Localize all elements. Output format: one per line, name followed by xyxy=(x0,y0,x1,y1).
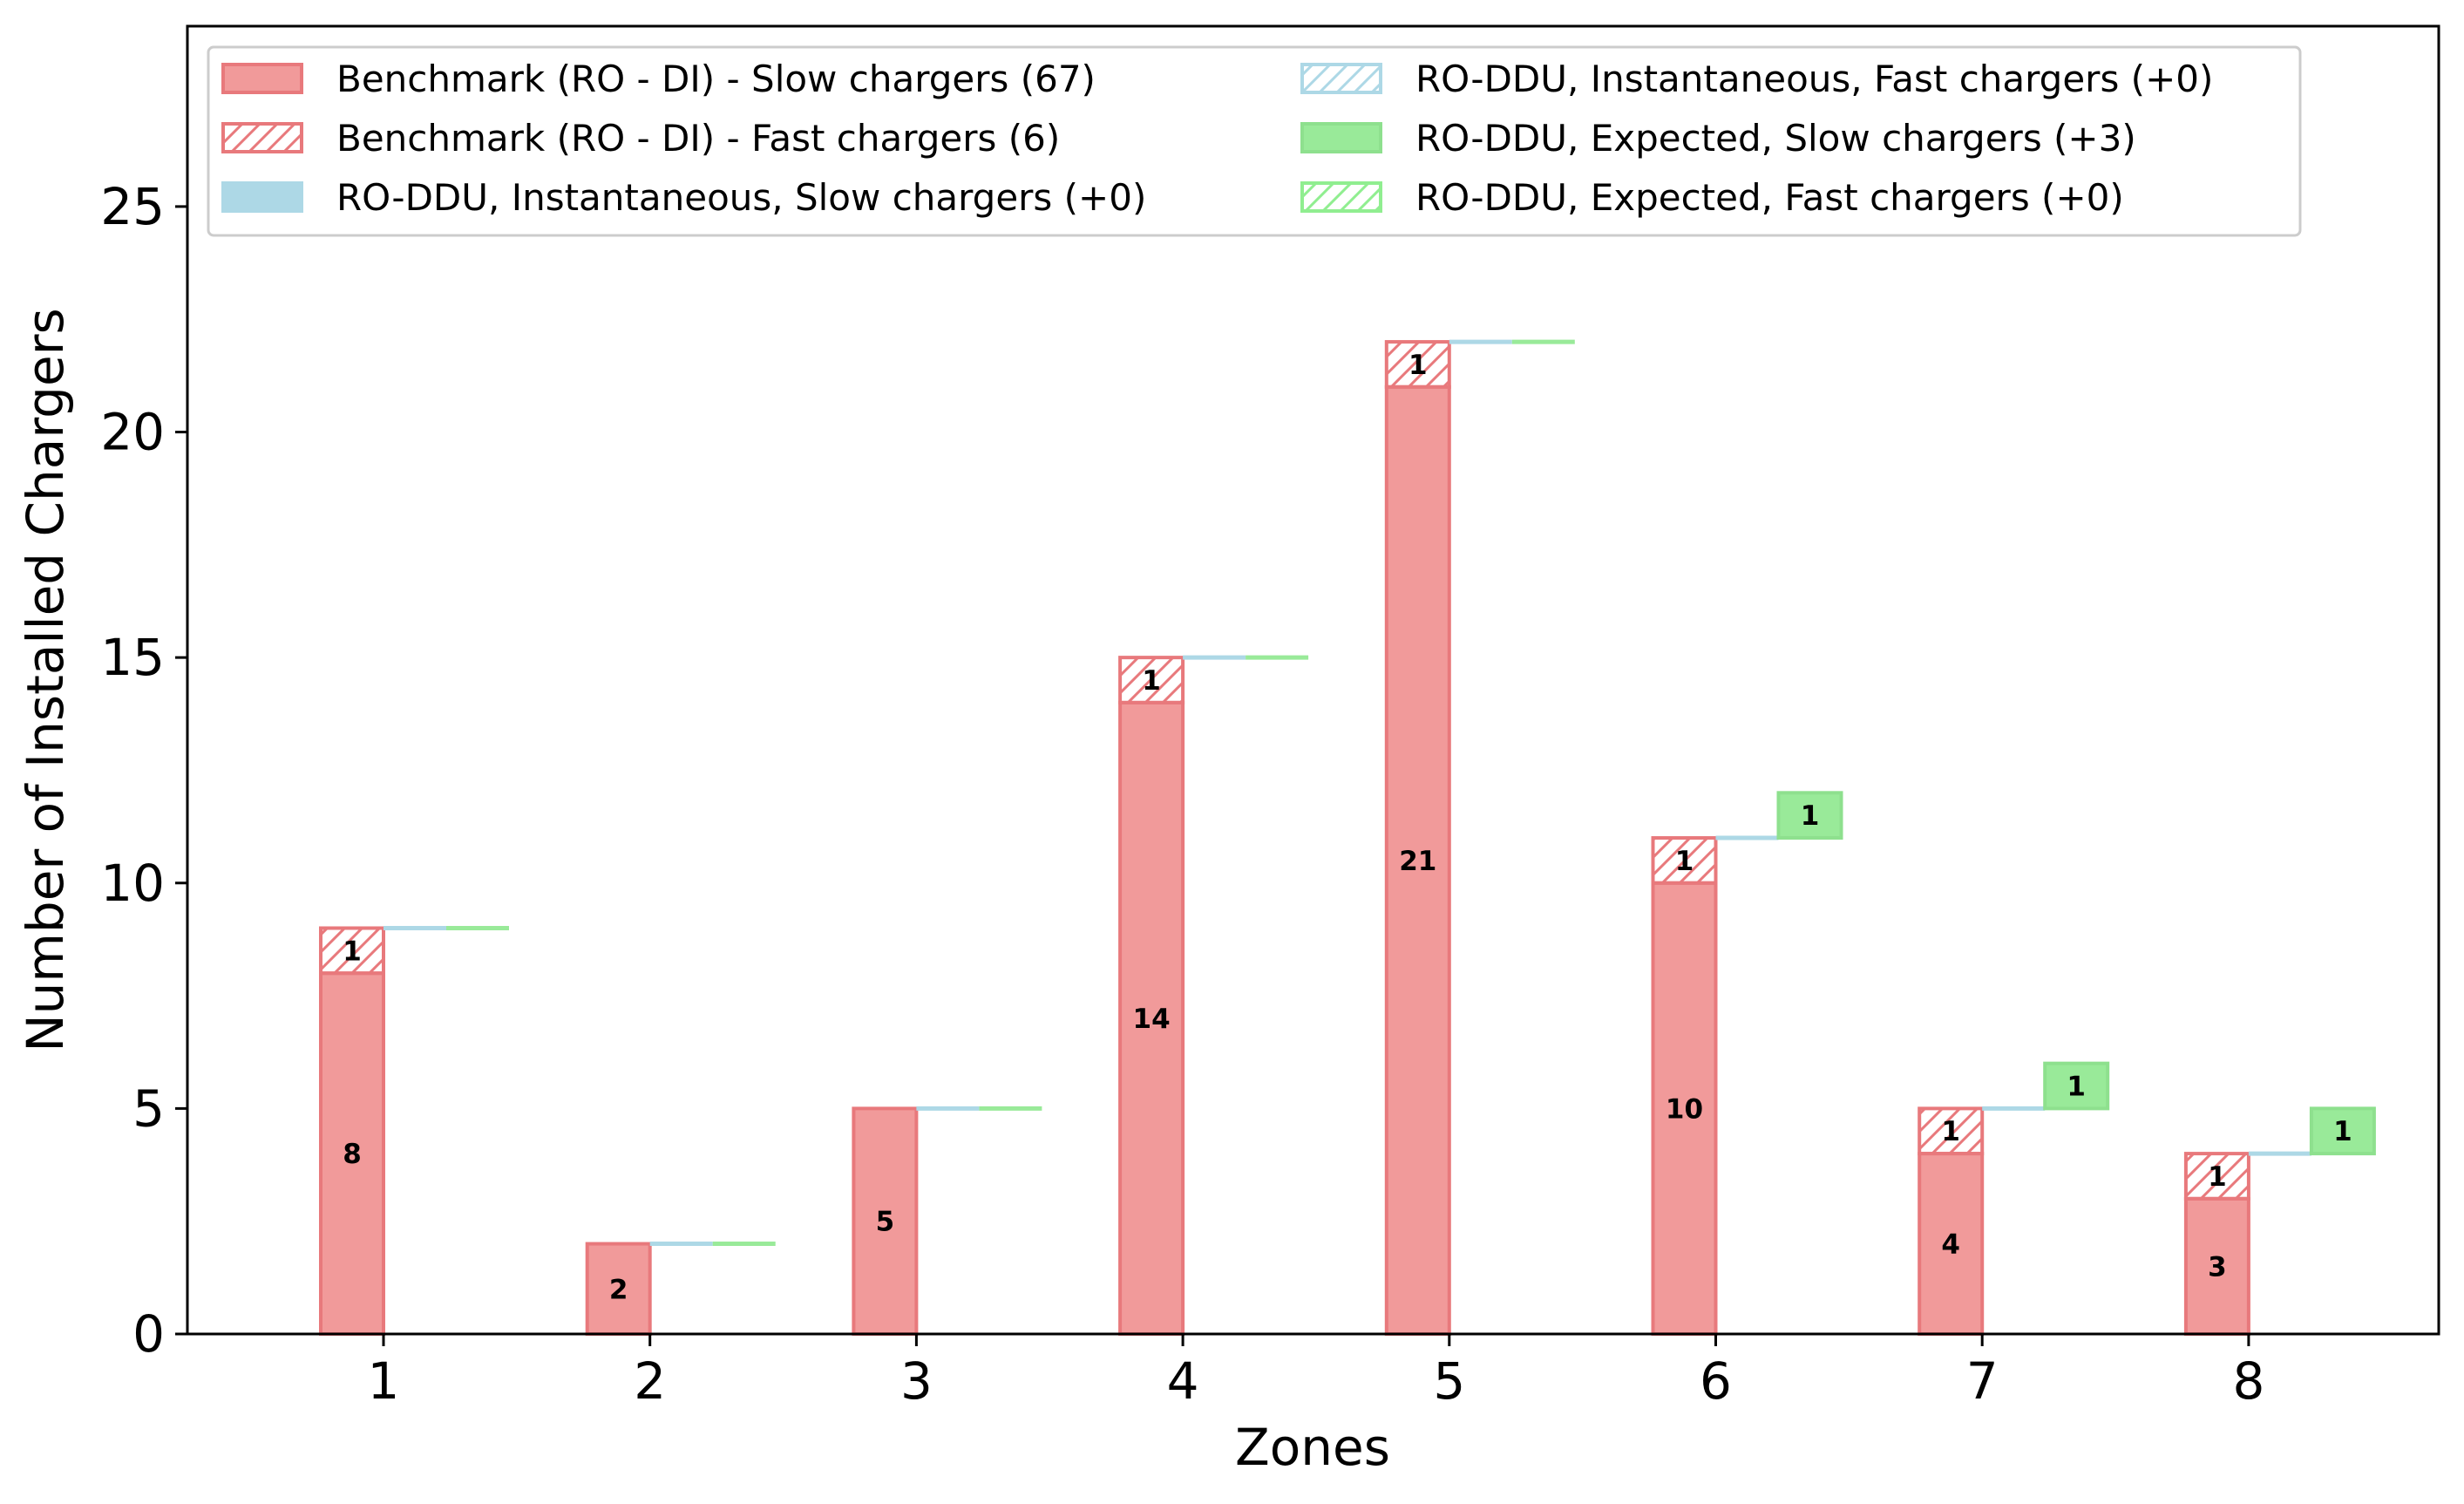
bar-benchmark-slow-2 xyxy=(585,1242,652,1337)
x-tick-label-3: 3 xyxy=(900,1351,933,1411)
legend-frame xyxy=(207,45,2302,237)
legend-label-6: RO-DDU, Expected, Fast chargers (+0) xyxy=(1415,176,2124,219)
y-tick-label-15: 15 xyxy=(100,628,165,687)
legend-swatch-3 xyxy=(221,181,303,213)
x-tick-label-1: 1 xyxy=(368,1351,400,1411)
bar-expected-slow-6 xyxy=(1776,791,1843,840)
legend-label-2: Benchmark (RO - DI) - Fast chargers (6) xyxy=(336,117,1060,160)
bar-label-benchmark-slow-6: 10 xyxy=(1666,1093,1703,1125)
y-tick-label-5: 5 xyxy=(132,1079,165,1138)
legend-swatch-2 xyxy=(221,122,303,153)
bar-benchmark-fast-8 xyxy=(2183,1152,2250,1201)
x-tick-label-8: 8 xyxy=(2232,1351,2264,1411)
legend-label-4: RO-DDU, Instantaneous, Fast chargers (+0… xyxy=(1415,58,2213,100)
y-tick-label-25: 25 xyxy=(100,177,165,236)
bar-label-expected-slow-8: 1 xyxy=(2333,1116,2352,1147)
bar-label-benchmark-fast-6: 1 xyxy=(1675,846,1694,877)
bar-benchmark-fast-1 xyxy=(319,926,385,976)
bar-benchmark-slow-4 xyxy=(1118,700,1185,1336)
y-tick-label-20: 20 xyxy=(100,403,165,462)
y-axis: 0 5 10 15 20 25 xyxy=(100,177,187,1364)
x-tick-label-5: 5 xyxy=(1433,1351,1465,1411)
y-axis-title: Number of Installed Chargers xyxy=(16,308,75,1052)
bar-benchmark-fast-4 xyxy=(1118,656,1185,704)
legend-swatch-4 xyxy=(1300,63,1382,94)
x-axis: 1 2 3 4 5 6 7 8 xyxy=(368,1334,2264,1411)
legend-label-3: RO-DDU, Instantaneous, Slow chargers (+0… xyxy=(336,176,1146,219)
x-axis-title: Zones xyxy=(1235,1418,1390,1477)
bar-label-benchmark-slow-3: 5 xyxy=(876,1207,895,1238)
bar-benchmark-fast-7 xyxy=(1918,1106,1985,1156)
y-tick-label-10: 10 xyxy=(100,854,165,913)
y-tick-label-0: 0 xyxy=(132,1304,165,1364)
bar-label-benchmark-fast-4: 1 xyxy=(1142,665,1161,697)
bar-label-benchmark-fast-5: 1 xyxy=(1408,350,1428,381)
bar-benchmark-fast-6 xyxy=(1651,836,1718,885)
bar-label-benchmark-slow-1: 8 xyxy=(343,1139,362,1170)
bar-label-benchmark-slow-8: 3 xyxy=(2208,1251,2227,1283)
bar-label-expected-slow-6: 1 xyxy=(1801,800,1820,832)
legend-swatch-5 xyxy=(1300,122,1382,153)
bar-benchmark-slow-1 xyxy=(319,971,385,1336)
x-tick-label-7: 7 xyxy=(1966,1351,1999,1411)
bar-label-benchmark-slow-4: 14 xyxy=(1133,1004,1171,1035)
legend-swatch-6 xyxy=(1300,181,1382,213)
legend: Benchmark (RO - DI) - Slow chargers (67)… xyxy=(207,45,2302,237)
legend-label-1: Benchmark (RO - DI) - Slow chargers (67) xyxy=(336,58,1096,100)
legend-swatch-1 xyxy=(221,63,303,94)
x-tick-label-2: 2 xyxy=(634,1351,666,1411)
bar-label-benchmark-fast-7: 1 xyxy=(1941,1116,1960,1147)
bar-label-benchmark-slow-7: 4 xyxy=(1941,1229,1960,1261)
bar-benchmark-fast-5 xyxy=(1384,340,1451,389)
bar-label-benchmark-fast-1: 1 xyxy=(343,936,362,967)
bar-label-benchmark-slow-2: 2 xyxy=(609,1274,628,1305)
x-tick-label-6: 6 xyxy=(1700,1351,1732,1411)
bar-expected-slow-8 xyxy=(2309,1106,2376,1156)
bar-expected-slow-7 xyxy=(2043,1061,2110,1111)
bar-label-benchmark-slow-5: 21 xyxy=(1399,846,1436,877)
x-tick-label-4: 4 xyxy=(1167,1351,1199,1411)
legend-label-5: RO-DDU, Expected, Slow chargers (+3) xyxy=(1415,117,2136,160)
bar-benchmark-slow-7 xyxy=(1918,1152,1985,1336)
bar-label-expected-slow-7: 1 xyxy=(2067,1072,2086,1103)
axes-frame xyxy=(186,24,2440,1336)
bar-benchmark-slow-6 xyxy=(1651,881,1718,1336)
bar-label-benchmark-fast-8: 1 xyxy=(2208,1161,2227,1193)
